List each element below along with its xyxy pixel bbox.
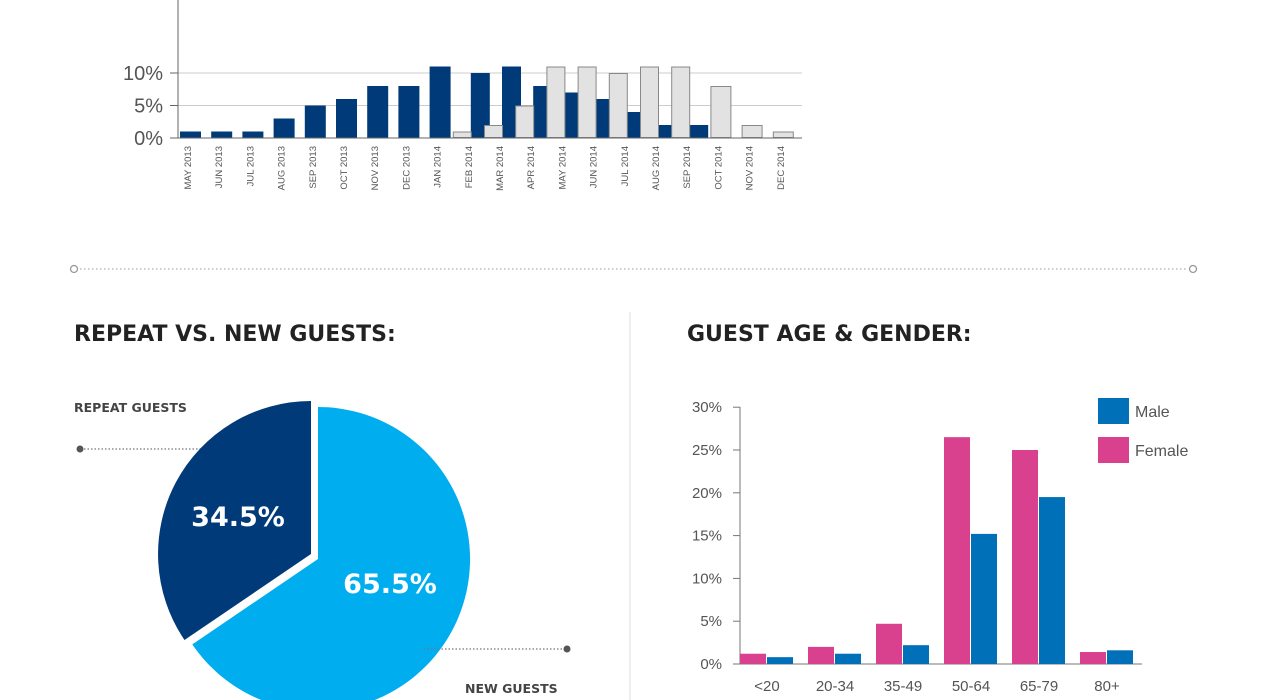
age-bar-male: [903, 645, 929, 664]
monthly-x-label: APR 2014: [526, 146, 537, 189]
monthly-bar-light: [640, 66, 659, 138]
age-x-axis-labels: <20 20-34 35-49 50-64 65-79 80+: [754, 678, 1120, 695]
age-y-tick-label: 0%: [700, 656, 722, 673]
monthly-x-label: JUL 2013: [245, 146, 256, 186]
monthly-x-label: NOV 2013: [370, 146, 381, 190]
age-bar-male: [1107, 650, 1133, 664]
monthly-x-label: JUL 2014: [620, 146, 631, 186]
age-bar-female: [1012, 450, 1038, 664]
age-bar-male: [835, 653, 861, 664]
monthly-bar-light: [484, 125, 503, 138]
monthly-x-label: MAY 2014: [557, 146, 568, 189]
monthly-bar-dark: [273, 118, 295, 138]
age-bar-female: [740, 653, 766, 664]
age-bar-female: [808, 646, 834, 664]
age-bar-female: [876, 623, 902, 664]
monthly-bar-dark: [304, 105, 326, 138]
monthly-x-label: FEB 2014: [464, 146, 475, 188]
monthly-bar-light: [671, 66, 691, 138]
monthly-bar-dark: [398, 86, 420, 138]
age-y-tick-label: 5%: [700, 613, 722, 630]
monthly-x-label: AUG 2014: [651, 146, 662, 190]
age-bar-male: [971, 533, 997, 664]
section-divider: [69, 264, 1198, 274]
legend-female-label: Female: [1135, 443, 1188, 460]
monthly-x-label: SEP 2013: [308, 146, 319, 189]
monthly-x-label: DEC 2013: [401, 146, 412, 190]
monthly-y-axis-ticks: 0% 5% 10%: [123, 63, 178, 150]
age-bar-male: [1039, 497, 1065, 664]
repeat-guests-label: REPEAT GUESTS: [74, 400, 187, 415]
age-y-axis-ticks: 0% 5% 10% 15% 20% 25% 30%: [692, 399, 740, 673]
legend-male-swatch: [1098, 398, 1129, 424]
monthly-x-label: JAN 2014: [433, 146, 444, 188]
age-y-tick-label: 25%: [692, 442, 722, 459]
new-guests-label: NEW GUESTS: [465, 681, 558, 696]
monthly-x-label: OCT 2013: [339, 146, 350, 190]
age-y-tick-label: 30%: [692, 399, 722, 416]
age-gender-title: GUEST AGE & GENDER:: [687, 322, 972, 347]
monthly-bar-light: [577, 66, 597, 138]
age-bar-female: [1080, 652, 1106, 664]
divider-right-dot: [1188, 264, 1198, 274]
age-y-tick-label: 10%: [692, 570, 722, 587]
monthly-x-label: OCT 2014: [713, 146, 724, 190]
monthly-bar-dark: [429, 66, 451, 138]
monthly-x-label: JUN 2013: [214, 146, 225, 188]
pie-slice-repeat-guests: [158, 401, 311, 640]
monthly-bar-dark: [689, 125, 709, 138]
monthly-bar-dark: [336, 99, 357, 138]
monthly-bar-light: [546, 66, 566, 138]
monthly-bar-light: [710, 86, 732, 138]
monthly-x-label: MAY 2013: [183, 146, 194, 189]
age-x-label: <20: [754, 678, 779, 695]
monthly-bar-light: [772, 131, 794, 138]
age-gender-bar-chart: GUEST AGE & GENDER: 0%5%10%15%20%25%30% …: [687, 322, 1188, 695]
monthly-bar-dark: [470, 73, 490, 138]
age-y-tick-label: 15%: [692, 528, 722, 545]
age-x-label: 20-34: [816, 678, 854, 695]
monthly-bar-dark: [211, 131, 233, 138]
age-y-tick-label: 20%: [692, 485, 722, 502]
legend-male-label: Male: [1135, 404, 1170, 421]
monthly-y-tick-label: 0%: [134, 128, 163, 150]
repeat-guests-percent: 34.5%: [191, 502, 285, 533]
monthly-y-tick-label: 10%: [123, 63, 163, 85]
monthly-x-label: DEC 2014: [776, 146, 787, 190]
monthly-x-label: NOV 2014: [745, 146, 756, 190]
monthly-bar-light: [515, 105, 535, 138]
monthly-bar-chart: 0% 5% 10% MAY 2013 JUN 2013 JUL 2013 AUG 2013…: [123, 0, 802, 191]
new-guests-pointer-dot: [563, 645, 571, 653]
monthly-x-label: JUN 2014: [589, 146, 600, 188]
repeat-vs-new-pie-chart: REPEAT VS. NEW GUESTS: REPEAT GUESTS 34.…: [74, 322, 571, 700]
pie-slice-new-guests: [192, 407, 471, 700]
monthly-bar-dark: [367, 86, 389, 138]
monthly-bar-dark: [180, 131, 201, 138]
monthly-bar-light: [608, 73, 628, 138]
monthly-gridlines: [178, 72, 802, 106]
monthly-bar-light: [452, 131, 472, 138]
age-x-label: 80+: [1094, 678, 1120, 695]
monthly-bars: [180, 66, 794, 138]
age-bar-male: [767, 657, 793, 664]
repeat-guests-pointer-dot: [76, 445, 84, 453]
pie-chart-title: REPEAT VS. NEW GUESTS:: [74, 322, 396, 347]
age-bar-female: [944, 437, 970, 664]
legend-female-swatch: [1098, 437, 1129, 463]
monthly-x-label: AUG 2013: [277, 146, 288, 190]
age-x-label: 35-49: [884, 678, 922, 695]
monthly-x-axis-labels: MAY 2013 JUN 2013 JUL 2013 AUG 2013 SEP 2013…: [183, 146, 787, 191]
new-guests-percent: 65.5%: [343, 569, 437, 600]
age-x-label: 65-79: [1020, 678, 1058, 695]
monthly-bar-light: [741, 125, 763, 138]
age-bars: [740, 437, 1133, 664]
monthly-y-tick-label: 5%: [134, 96, 163, 118]
age-legend: Male Female: [1098, 398, 1188, 463]
monthly-x-label: SEP 2014: [682, 146, 693, 189]
age-x-label: 50-64: [952, 678, 990, 695]
divider-left-dot: [69, 264, 79, 274]
monthly-bar-dark: [242, 131, 264, 138]
monthly-x-label: MAR 2014: [495, 146, 506, 191]
